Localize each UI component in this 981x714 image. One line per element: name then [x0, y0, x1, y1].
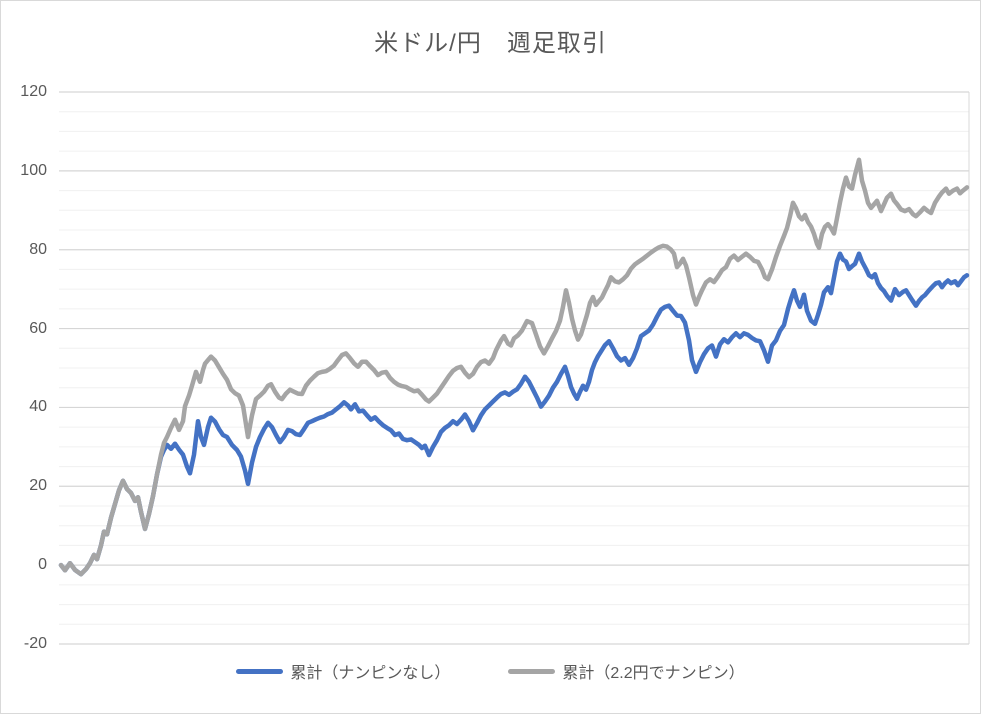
y-axis-tick-label: 0 — [38, 556, 47, 574]
y-axis-tick-label: 60 — [29, 319, 47, 337]
legend-label: 累計（ナンピンなし） — [290, 665, 451, 682]
legend-swatch-blue-line — [236, 668, 284, 674]
y-axis-tick-label: -20 — [23, 635, 47, 652]
y-axis-tick-label: 80 — [29, 240, 47, 258]
gridlines — [59, 91, 970, 645]
y-axis-tick-label: 120 — [20, 83, 47, 100]
legend-item-nanpin-2-2[interactable]: 累計（2.2円でナンピン） — [508, 659, 745, 683]
legend-item-no-nanpin[interactable]: 累計（ナンピンなし） — [236, 659, 450, 683]
y-axis-tick-label: 100 — [20, 161, 47, 179]
y-axis-tick-label: 20 — [29, 477, 47, 495]
legend-swatch-gray-line — [508, 668, 556, 674]
y-axis-tick-label: 40 — [29, 398, 47, 416]
chart-title: 米ドル/円 週足取引 — [374, 30, 607, 57]
legend-label: 累計（2.2円でナンピン） — [562, 665, 745, 682]
series-line-nanpin[interactable] — [58, 157, 970, 577]
series-line-no-nanpin[interactable] — [58, 251, 970, 577]
legend: 累計（ナンピンなし） 累計（2.2円でナンピン） — [1, 659, 980, 683]
